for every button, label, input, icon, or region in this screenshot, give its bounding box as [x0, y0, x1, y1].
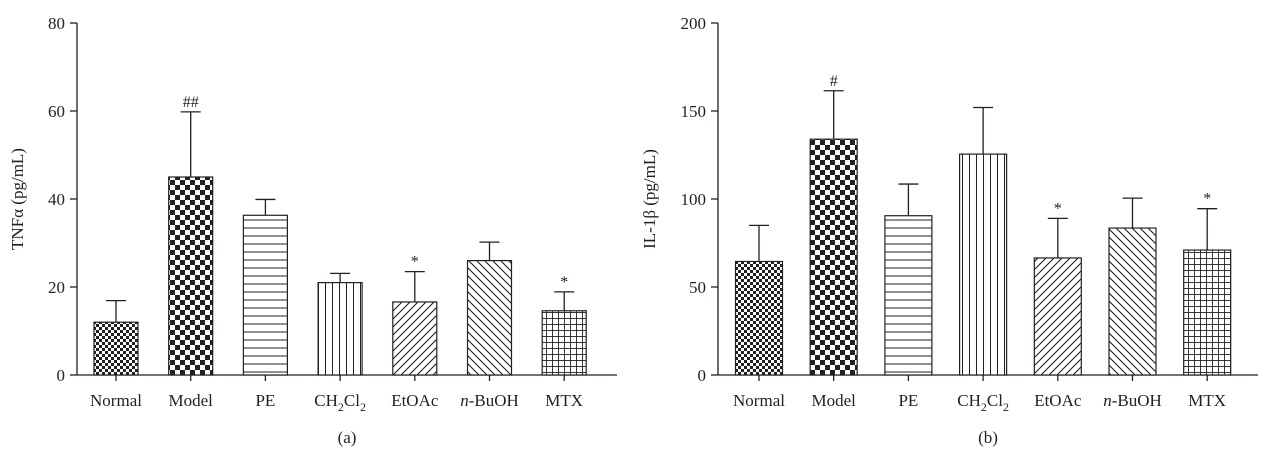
significance-marker: #: [830, 73, 838, 90]
x-tick-label: Normal: [90, 391, 142, 410]
bar-n-buoh: [1108, 227, 1157, 376]
bar-normal: [93, 321, 139, 376]
significance-marker: *: [1203, 191, 1211, 208]
y-tick-label: 100: [681, 190, 707, 209]
x-tick-label: MTX: [1188, 391, 1226, 410]
y-axis-title: IL-1β (pg/mL): [640, 149, 659, 249]
x-tick-label: CH2Cl2: [314, 391, 366, 414]
bar-normal: [734, 260, 784, 376]
y-tick-label: 50: [689, 278, 706, 297]
y-tick-label: 200: [681, 14, 707, 33]
bar-etoac: [392, 301, 438, 376]
bar-mtx: [1183, 249, 1232, 376]
bar-model: [809, 138, 858, 376]
y-tick-label: 80: [48, 14, 65, 33]
bar-model: [168, 176, 214, 376]
x-tick-label: n-BuOH: [1103, 391, 1162, 410]
x-tick-label: CH2Cl2: [957, 391, 1009, 414]
x-tick-label: EtOAc: [391, 391, 439, 410]
y-tick-label: 0: [57, 366, 66, 385]
x-tick-label: MTX: [545, 391, 583, 410]
bar-pe: [242, 214, 288, 376]
significance-marker: ##: [183, 94, 199, 111]
panel-label: (a): [338, 428, 357, 447]
x-tick-label: Model: [169, 391, 214, 410]
significance-marker: *: [1054, 200, 1062, 217]
y-tick-label: 40: [48, 190, 65, 209]
x-tick-label: PE: [898, 391, 918, 410]
significance-marker: *: [411, 254, 419, 271]
x-tick-label: n-BuOH: [460, 391, 519, 410]
bar-pe: [884, 215, 933, 376]
x-tick-label: Model: [812, 391, 857, 410]
panel-label: (b): [978, 428, 998, 447]
bar-ch2cl2: [317, 282, 363, 376]
y-tick-label: 60: [48, 102, 65, 121]
significance-marker: *: [560, 274, 568, 291]
bar-mtx: [541, 310, 587, 376]
y-tick-label: 150: [681, 102, 707, 121]
x-tick-label: Normal: [733, 391, 785, 410]
chart-panel-a: 0 20 40 60 80 TNFα (pg/mL) Normal ## Model PE CH2C…: [8, 14, 617, 447]
y-tick-label: 0: [698, 366, 707, 385]
x-tick-label: EtOAc: [1034, 391, 1082, 410]
y-tick-label: 20: [48, 278, 65, 297]
bar-n-buoh: [466, 260, 513, 376]
y-axis-title: TNFα (pg/mL): [8, 148, 27, 250]
bar-etoac: [1033, 257, 1082, 376]
chart-panel-b: 0 50 100 150 200 IL-1β (pg/mL) Normal # Model PE C…: [640, 14, 1258, 447]
bar-ch2cl2: [958, 153, 1008, 376]
x-tick-label: PE: [255, 391, 275, 410]
